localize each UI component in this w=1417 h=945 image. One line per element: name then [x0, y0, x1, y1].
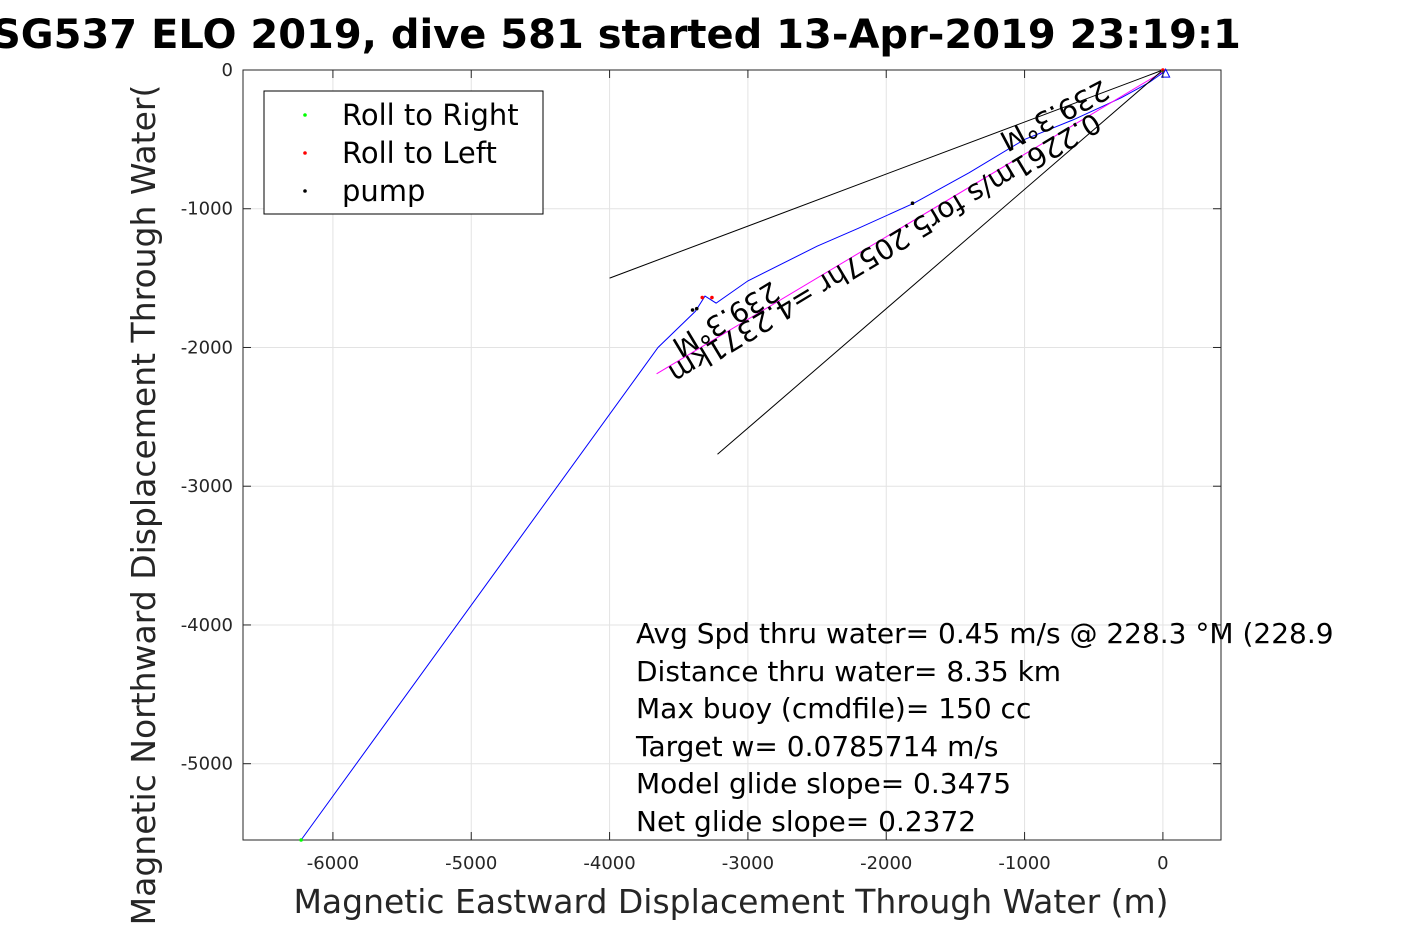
- annotation-max-buoy: Max buoy (cmdfile)= 150 cc: [636, 692, 1031, 725]
- annotation-target-w: Target w= 0.0785714 m/s: [635, 730, 998, 763]
- y-tick-label: 0: [222, 60, 233, 81]
- stats-annotations: Avg Spd thru water= 0.45 m/s @ 228.3 °M …: [635, 617, 1334, 838]
- legend-marker-roll-left: [303, 151, 307, 155]
- y-tick-label: -2000: [181, 337, 233, 358]
- x-tick-label: -4000: [583, 853, 635, 874]
- y-tick-label: -5000: [181, 754, 233, 775]
- y-tick-label: -4000: [181, 615, 233, 636]
- series-line-2: [609, 69, 1164, 279]
- x-tick-label: -2000: [860, 853, 912, 874]
- grid: [243, 69, 1221, 840]
- series-line-3: [717, 69, 1164, 455]
- chart-title: SG537 ELO 2019, dive 581 started 13-Apr-…: [0, 12, 1241, 58]
- y-tick-label: -3000: [181, 476, 233, 497]
- y-tick-label: -1000: [181, 199, 233, 220]
- annotation-distance: Distance thru water= 8.35 km: [636, 655, 1061, 688]
- legend-marker-roll-right: [303, 113, 307, 117]
- legend-label-pump: pump: [342, 174, 425, 208]
- legend-label-roll-left: Roll to Left: [342, 136, 497, 170]
- end-marker: [1160, 68, 1171, 78]
- tick-layer: -6000 -5000 -4000 -3000 -2000 -1000 0 0 -1000 -20…: [181, 60, 1221, 874]
- plot-area: [242, 69, 1222, 841]
- data-marker: [710, 295, 714, 300]
- x-tick-label: -1000: [998, 853, 1050, 874]
- data-marker: [910, 201, 915, 205]
- annotation-net-glide: Net glide slope= 0.2372: [636, 805, 976, 838]
- legend: Roll to Right Roll to Left pump: [263, 90, 544, 215]
- x-tick-label: -3000: [722, 853, 774, 874]
- marker-layer: [299, 68, 1171, 842]
- series-line-1: [656, 69, 1166, 375]
- y-axis-label: Magnetic Northward Displacement Through …: [124, 85, 163, 926]
- legend-label-roll-right: Roll to Right: [342, 98, 519, 132]
- series-line-0: [300, 69, 1167, 841]
- data-marker: [694, 306, 699, 311]
- x-tick-label: -6000: [307, 853, 359, 874]
- annotation-model-glide: Model glide slope= 0.3475: [636, 767, 1011, 800]
- annotation-avg-speed: Avg Spd thru water= 0.45 m/s @ 228.3 °M …: [636, 617, 1334, 650]
- x-tick-label: -5000: [445, 853, 497, 874]
- legend-marker-pump: [303, 189, 307, 193]
- series-layer: [300, 69, 1167, 841]
- data-marker: [700, 295, 705, 300]
- legend-box: [263, 90, 544, 215]
- data-marker: [299, 838, 303, 842]
- x-axis-label: Magnetic Eastward Displacement Through W…: [293, 882, 1168, 921]
- x-tick-label: 0: [1157, 853, 1168, 874]
- data-marker: [690, 308, 695, 312]
